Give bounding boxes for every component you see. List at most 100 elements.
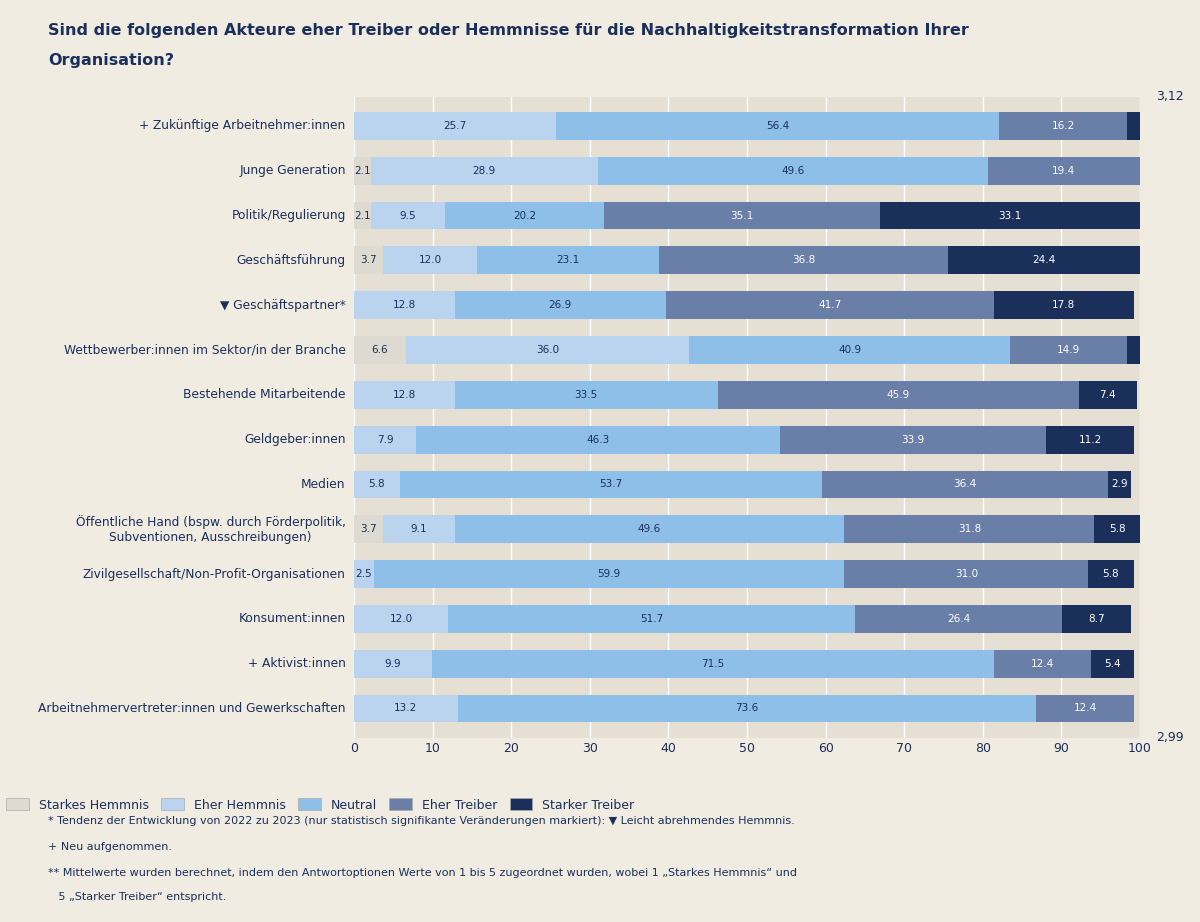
Bar: [354, 694, 457, 722]
Text: 16.2: 16.2: [1051, 121, 1074, 131]
Bar: [416, 426, 780, 454]
Bar: [354, 112, 556, 140]
Bar: [1000, 112, 1127, 140]
Text: Politik/Regulierung: Politik/Regulierung: [232, 209, 346, 222]
Bar: [1108, 470, 1130, 498]
Text: 56.4: 56.4: [766, 121, 790, 131]
Text: 25.7: 25.7: [443, 121, 467, 131]
Text: 71.5: 71.5: [701, 658, 725, 668]
Bar: [354, 515, 383, 543]
Bar: [1127, 112, 1140, 140]
Text: 14.9: 14.9: [1057, 345, 1080, 355]
Bar: [354, 157, 371, 184]
Text: 11.2: 11.2: [1079, 434, 1102, 444]
Bar: [354, 246, 383, 274]
Bar: [432, 650, 994, 678]
Bar: [1037, 694, 1134, 722]
Bar: [354, 561, 373, 588]
Text: 13.2: 13.2: [395, 703, 418, 714]
Text: 33.9: 33.9: [901, 434, 925, 444]
Bar: [1062, 605, 1130, 632]
Bar: [383, 515, 455, 543]
Text: 12.0: 12.0: [419, 255, 442, 266]
Bar: [478, 246, 659, 274]
Text: 7.4: 7.4: [1099, 390, 1116, 400]
Bar: [371, 157, 598, 184]
Text: 19.4: 19.4: [1052, 166, 1075, 176]
Bar: [994, 650, 1091, 678]
Text: 2.1: 2.1: [354, 210, 371, 220]
Text: 9.9: 9.9: [384, 658, 401, 668]
Bar: [1091, 650, 1134, 678]
Text: 46.3: 46.3: [587, 434, 610, 444]
Bar: [948, 246, 1140, 274]
Text: 6.6: 6.6: [372, 345, 389, 355]
Bar: [455, 381, 718, 408]
Bar: [718, 381, 1079, 408]
Text: 12.4: 12.4: [1073, 703, 1097, 714]
Bar: [354, 650, 432, 678]
Bar: [354, 337, 406, 364]
Bar: [1046, 426, 1134, 454]
Text: 9.5: 9.5: [400, 210, 416, 220]
Bar: [406, 337, 689, 364]
Bar: [988, 157, 1140, 184]
Text: 59.9: 59.9: [598, 569, 620, 579]
Text: 41.7: 41.7: [818, 301, 841, 310]
Text: Bestehende Mitarbeitende: Bestehende Mitarbeitende: [184, 388, 346, 401]
Text: 12.0: 12.0: [390, 614, 413, 624]
Text: 23.1: 23.1: [557, 255, 580, 266]
Text: 35.1: 35.1: [731, 210, 754, 220]
Text: 5 „Starker Treiber“ entspricht.: 5 „Starker Treiber“ entspricht.: [48, 892, 227, 902]
Text: 17.8: 17.8: [1052, 301, 1075, 310]
Bar: [457, 694, 1037, 722]
Text: Organisation?: Organisation?: [48, 53, 174, 68]
Bar: [354, 202, 371, 230]
Bar: [354, 605, 449, 632]
Text: + Zukünftige Arbeitnehmer:innen: + Zukünftige Arbeitnehmer:innen: [139, 120, 346, 133]
Text: * Tendenz der Entwicklung von 2022 zu 2023 (nur statistisch signifikante Verände: * Tendenz der Entwicklung von 2022 zu 20…: [48, 816, 794, 826]
Text: 5.8: 5.8: [1103, 569, 1120, 579]
Text: Geschäftsführung: Geschäftsführung: [236, 254, 346, 266]
Text: 5.8: 5.8: [1109, 525, 1126, 534]
Bar: [400, 470, 822, 498]
Text: 33.1: 33.1: [998, 210, 1021, 220]
Bar: [822, 470, 1108, 498]
Text: 26.4: 26.4: [947, 614, 970, 624]
Bar: [383, 246, 478, 274]
Text: Zivilgesellschaft/Non-Profit-Organisationen: Zivilgesellschaft/Non-Profit-Organisatio…: [83, 568, 346, 581]
Bar: [1128, 337, 1140, 364]
Text: 3.7: 3.7: [360, 255, 377, 266]
Bar: [689, 337, 1010, 364]
Text: Junge Generation: Junge Generation: [239, 164, 346, 177]
Text: ▼ Geschäftspartner*: ▼ Geschäftspartner*: [220, 299, 346, 312]
Text: Wettbewerber:innen im Sektor/in der Branche: Wettbewerber:innen im Sektor/in der Bran…: [64, 344, 346, 357]
Text: 5.8: 5.8: [368, 479, 385, 490]
Bar: [556, 112, 1000, 140]
Text: 12.8: 12.8: [392, 390, 416, 400]
Text: 20.2: 20.2: [512, 210, 536, 220]
Text: 45.9: 45.9: [887, 390, 910, 400]
Text: 31.0: 31.0: [955, 569, 978, 579]
Bar: [598, 157, 988, 184]
Text: Arbeitnehmervertreter:innen und Gewerkschaften: Arbeitnehmervertreter:innen und Gewerksc…: [38, 702, 346, 715]
Bar: [354, 470, 400, 498]
Text: Sind die folgenden Akteure eher Treiber oder Hemmnisse für die Nachhaltigkeitstr: Sind die folgenden Akteure eher Treiber …: [48, 23, 968, 38]
Text: 33.5: 33.5: [575, 390, 598, 400]
Text: + Aktivist:innen: + Aktivist:innen: [247, 657, 346, 670]
Bar: [845, 561, 1088, 588]
Text: 9.1: 9.1: [410, 525, 427, 534]
Text: 31.8: 31.8: [958, 525, 982, 534]
Bar: [445, 202, 604, 230]
Text: ** Mittelwerte wurden berechnet, indem den Antwortoptionen Werte von 1 bis 5 zug: ** Mittelwerte wurden berechnet, indem d…: [48, 868, 797, 878]
Bar: [354, 426, 416, 454]
Bar: [354, 291, 455, 319]
Bar: [780, 426, 1046, 454]
Text: 2.9: 2.9: [1111, 479, 1128, 490]
Bar: [354, 381, 455, 408]
Bar: [994, 291, 1134, 319]
Text: 28.9: 28.9: [473, 166, 496, 176]
Bar: [666, 291, 994, 319]
Legend: Starkes Hemmnis, Eher Hemmnis, Neutral, Eher Treiber, Starker Treiber: Starkes Hemmnis, Eher Hemmnis, Neutral, …: [6, 798, 635, 811]
Text: 40.9: 40.9: [838, 345, 862, 355]
